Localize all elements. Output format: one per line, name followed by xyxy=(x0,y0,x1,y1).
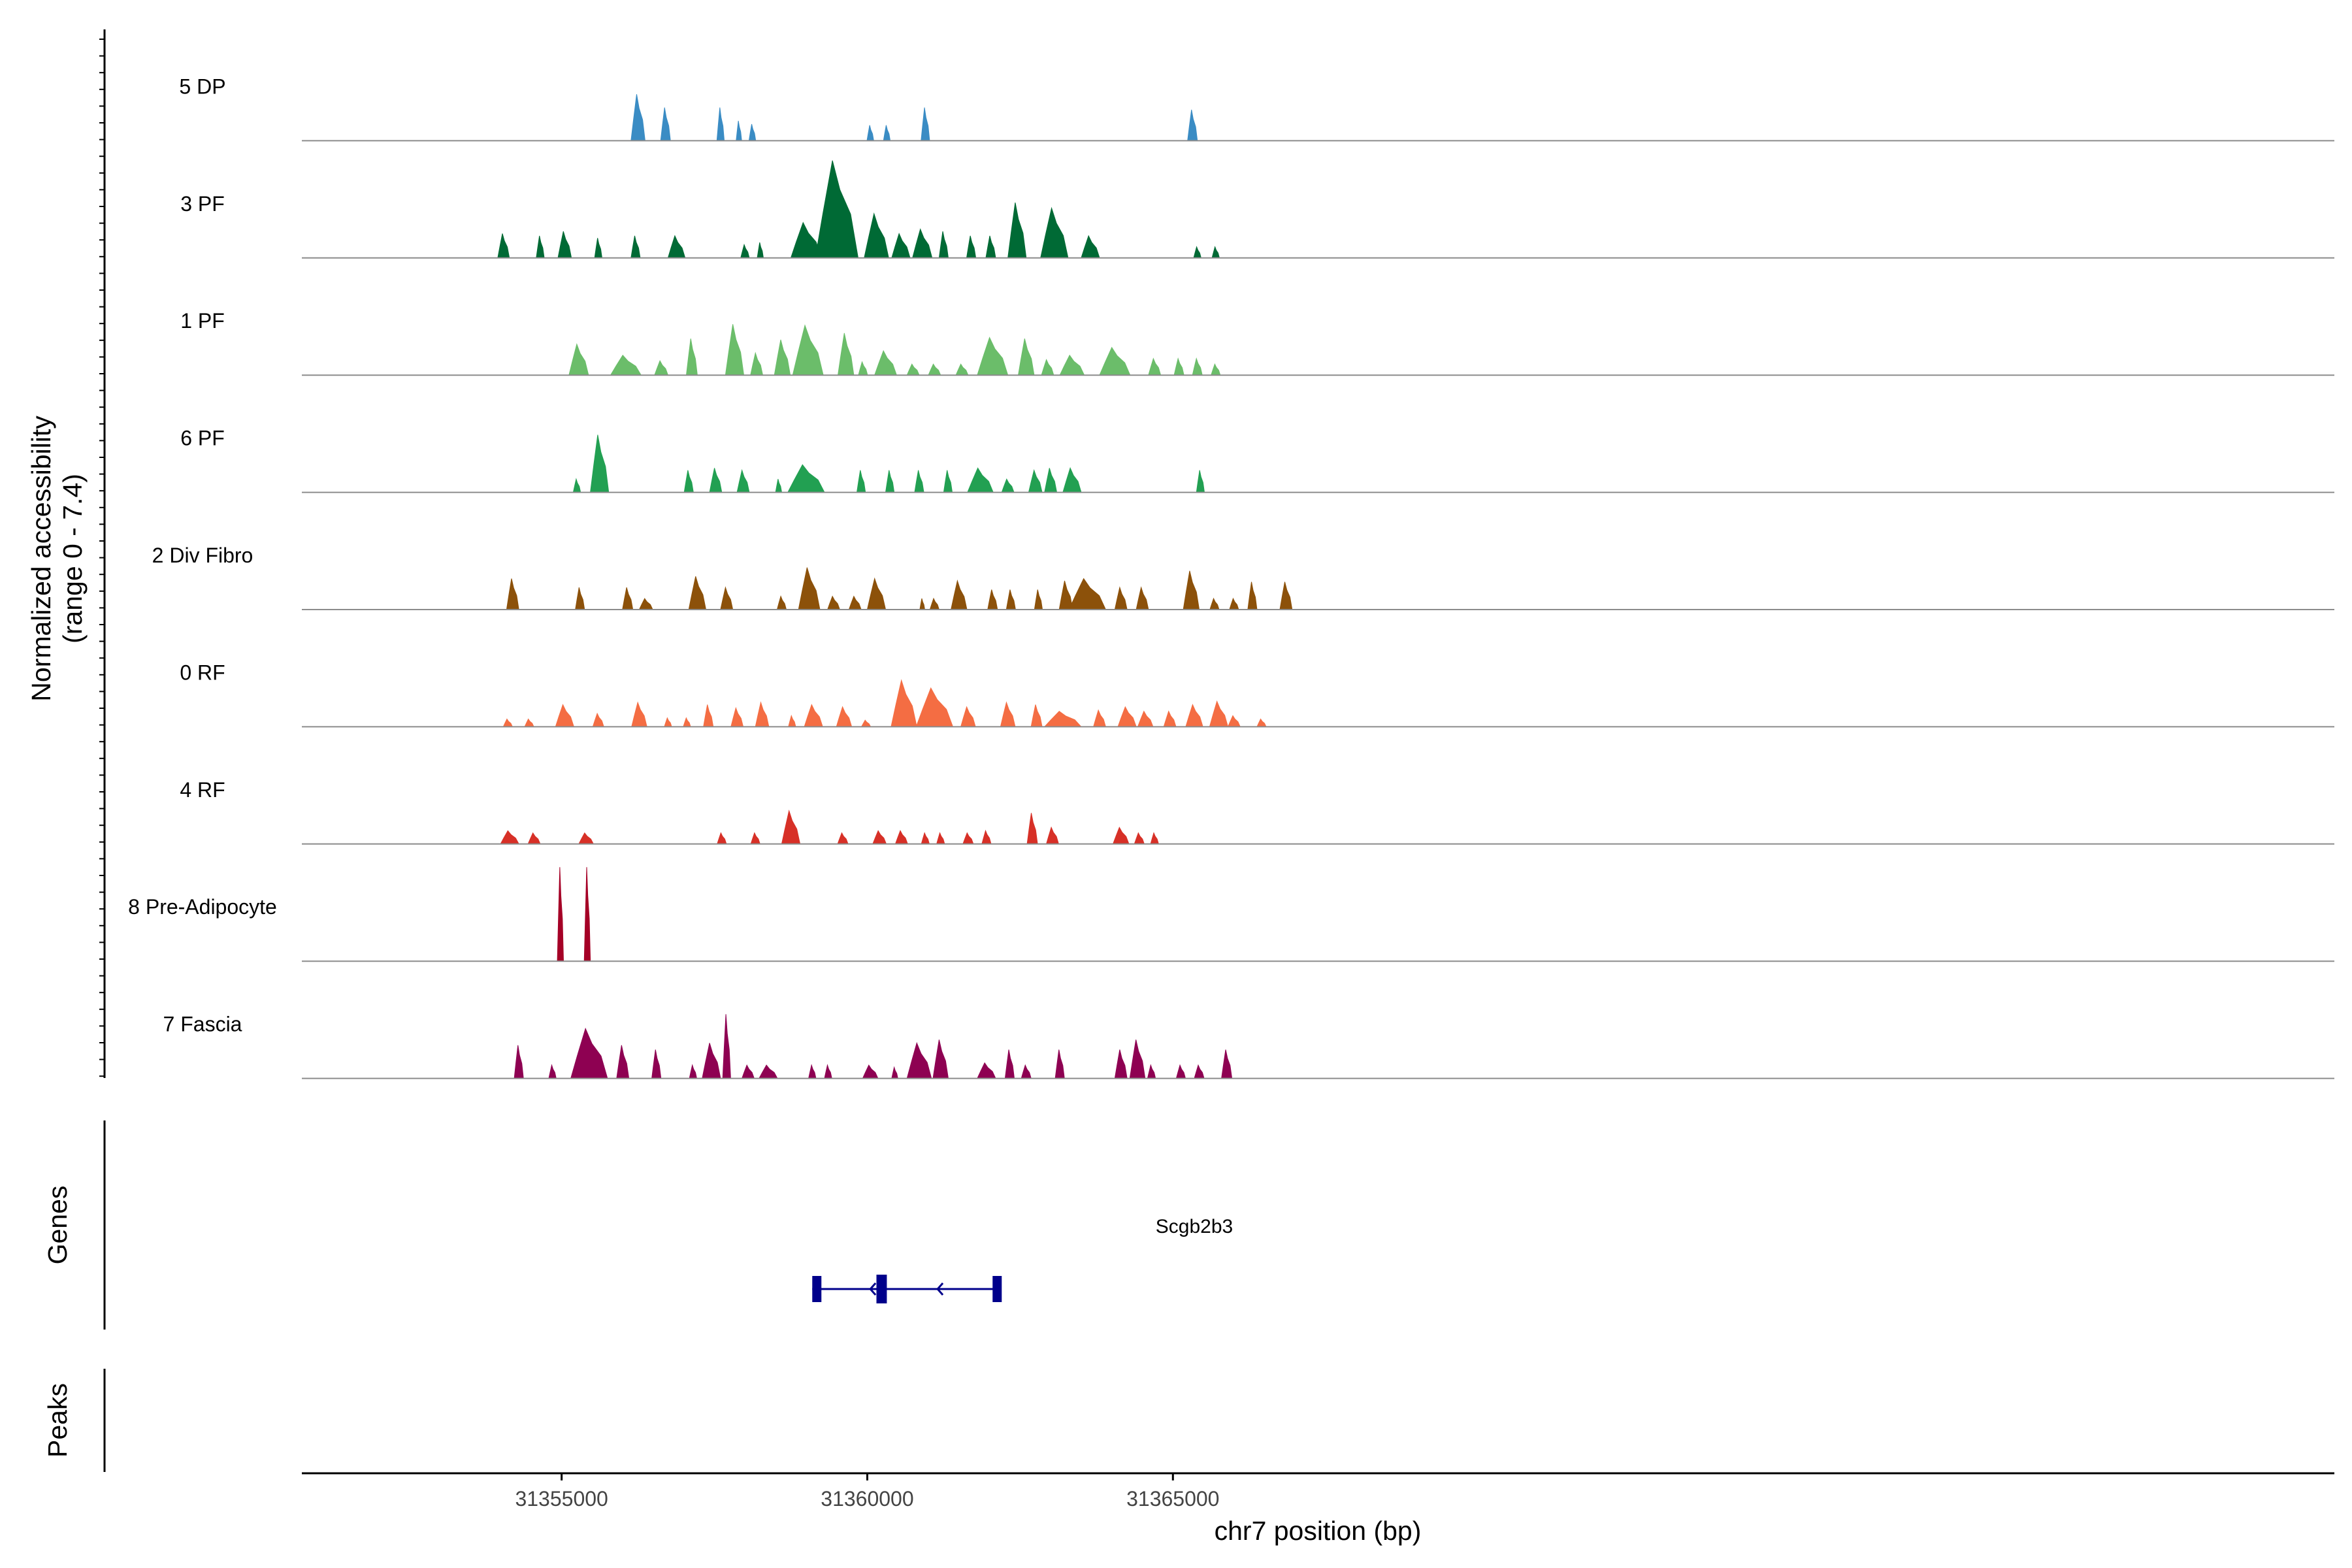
x-axis-ticks: 31355000 31360000 31365000 xyxy=(515,1473,1219,1511)
coverage-tracks: 5 DP 3 PF 1 PF 6 PF 2 Div Fibro 0 RF 4 RF 8 Pre… xyxy=(128,74,2334,1079)
track-label: 1 PF xyxy=(180,309,225,333)
gene-exon xyxy=(812,1276,822,1302)
track-4: 6 PF xyxy=(180,427,2334,493)
track-5: 2 Div Fibro xyxy=(152,544,2334,610)
genes-panel-label: Genes xyxy=(42,1186,73,1265)
gene-name-label: Scgb2b3 xyxy=(1156,1216,1233,1237)
gene-exon xyxy=(876,1275,887,1303)
gene-strand-arrow xyxy=(993,1282,1001,1296)
track-label: 3 PF xyxy=(180,192,225,216)
track-label: 7 Fascia xyxy=(163,1013,242,1036)
x-tick-label: 31365000 xyxy=(1126,1487,1219,1511)
gene-strand-arrow xyxy=(936,1282,944,1296)
coverage-y-ticks xyxy=(99,39,105,1077)
track-7: 4 RF xyxy=(180,778,2334,845)
track-1: 5 DP xyxy=(179,74,2334,142)
x-axis-title: chr7 position (bp) xyxy=(1215,1516,1422,1546)
track-8: 8 Pre-Adipocyte xyxy=(128,867,2334,962)
track-label: 5 DP xyxy=(179,74,225,98)
gene-model xyxy=(812,1275,1002,1303)
y-axis-title-line2: (range 0 - 7.4) xyxy=(57,474,88,644)
y-axis-title-line1: Normalized accessibility xyxy=(26,416,56,702)
track-label: 4 RF xyxy=(180,778,225,802)
track-label: 0 RF xyxy=(180,661,225,684)
track-label: 6 PF xyxy=(180,427,225,450)
x-tick-label: 31360000 xyxy=(821,1487,913,1511)
x-tick-label: 31355000 xyxy=(515,1487,608,1511)
peaks-panel-label: Peaks xyxy=(42,1383,73,1458)
track-2: 3 PF xyxy=(180,160,2334,259)
track-label: 2 Div Fibro xyxy=(152,544,253,567)
track-6: 0 RF xyxy=(180,661,2334,728)
track-label: 8 Pre-Adipocyte xyxy=(128,895,277,919)
track-3: 1 PF xyxy=(180,309,2334,376)
gene-strand-arrow xyxy=(869,1282,877,1296)
track-9: 7 Fascia xyxy=(163,1013,2334,1079)
gene-exon xyxy=(992,1276,1002,1302)
